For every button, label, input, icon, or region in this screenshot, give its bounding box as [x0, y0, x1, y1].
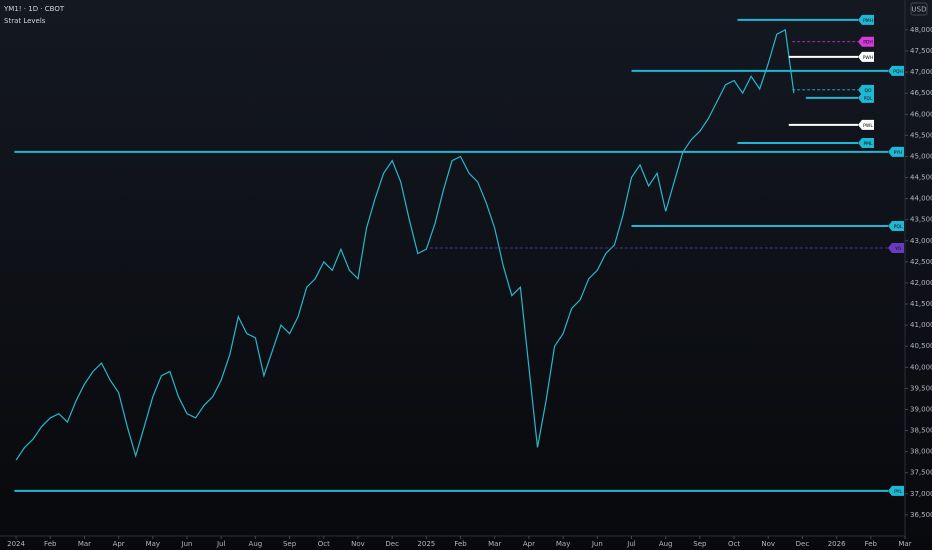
level-tag	[858, 84, 874, 95]
x-tick-label: Nov	[351, 540, 365, 548]
level-label: PDL	[864, 96, 873, 102]
x-tick-label: Mar	[898, 540, 911, 548]
level-tag	[888, 65, 904, 76]
y-tick-label: 42,500	[910, 258, 932, 266]
x-tick-label: Aug	[659, 540, 673, 548]
y-tick-label: 45,500	[910, 131, 932, 139]
level-label: YO	[894, 246, 902, 252]
y-tick-label: 42,000	[910, 279, 932, 287]
currency-button[interactable]	[910, 2, 928, 16]
y-tick-label: 37,500	[910, 469, 932, 477]
y-tick-label: 36,500	[910, 511, 932, 519]
y-tick-label: 39,500	[910, 384, 932, 392]
indicator-name: Strat Levels	[4, 17, 46, 25]
y-tick-label: 44,500	[910, 174, 932, 182]
x-tick-label: Apr	[523, 540, 535, 548]
level-label: PMH	[863, 18, 873, 24]
y-tick-label: 47,500	[910, 47, 932, 55]
level-tag	[858, 14, 874, 25]
x-tick-label: Jun	[591, 540, 603, 548]
level-label: PML	[863, 141, 873, 147]
x-tick-label: Oct	[728, 540, 740, 548]
y-tick-label: 41,000	[910, 321, 932, 329]
y-tick-label: 39,000	[910, 405, 932, 413]
symbol-title: YM1! · 1D · CBOT	[3, 5, 65, 13]
y-tick-label: 38,500	[910, 427, 932, 435]
x-tick-label: Apr	[113, 540, 125, 548]
x-tick-label: Jul	[626, 540, 636, 548]
y-tick-label: 37,000	[910, 490, 932, 498]
x-tick-label: Feb	[454, 540, 467, 548]
x-tick-label: Sep	[693, 540, 707, 548]
x-tick-label: Mar	[488, 540, 501, 548]
level-label: PYL	[894, 489, 902, 495]
y-tick-label: 45,000	[910, 152, 932, 160]
x-tick-label: May	[556, 540, 570, 548]
level-label: PQL	[894, 224, 903, 230]
x-tick-label: Oct	[318, 540, 330, 548]
y-tick-label: 47,000	[910, 68, 932, 76]
y-tick-label: 44,000	[910, 195, 932, 203]
level-label: PWL	[863, 123, 873, 129]
x-tick-label: 2024	[7, 540, 25, 548]
level-tag	[888, 485, 904, 496]
x-tick-label: May	[146, 540, 160, 548]
price-line	[15, 28, 795, 461]
x-tick-label: Jun	[181, 540, 193, 548]
level-tag	[858, 51, 874, 62]
level-label: PWH	[863, 55, 874, 61]
y-tick-label: 40,500	[910, 342, 932, 350]
level-tag	[888, 146, 904, 157]
x-tick-label: Feb	[865, 540, 878, 548]
level-tag	[858, 137, 874, 148]
y-tick-label: 43,000	[910, 237, 932, 245]
level-tag	[888, 221, 904, 232]
level-label: PQH	[893, 69, 903, 75]
x-tick-label: Dec	[385, 540, 399, 548]
currency[interactable]: USD	[912, 6, 927, 14]
level-label: PDH	[863, 40, 873, 46]
level-tag	[858, 92, 874, 103]
x-tick-label: 2025	[417, 540, 435, 548]
y-tick-label: 43,500	[910, 216, 932, 224]
x-tick-label: Feb	[44, 540, 57, 548]
x-tick-label: Sep	[283, 540, 297, 548]
y-tick-label: 46,000	[910, 110, 932, 118]
x-tick-label: Dec	[796, 540, 810, 548]
y-tick-label: 40,000	[910, 363, 932, 371]
x-tick-label: Aug	[249, 540, 263, 548]
x-tick-label: Jul	[216, 540, 226, 548]
level-tag	[888, 242, 904, 253]
level-label: QO	[864, 88, 872, 94]
level-label: PYH	[894, 150, 903, 156]
y-tick-label: 48,000	[910, 26, 932, 34]
y-tick-label: 38,000	[910, 448, 932, 456]
y-tick-label: 41,500	[910, 300, 932, 308]
level-tag	[858, 36, 874, 47]
y-tick-label: 46,500	[910, 89, 932, 97]
level-tag	[858, 119, 874, 130]
x-tick-label: Mar	[78, 540, 91, 548]
x-tick-label: 2026	[828, 540, 846, 548]
x-tick-label: Nov	[761, 540, 775, 548]
